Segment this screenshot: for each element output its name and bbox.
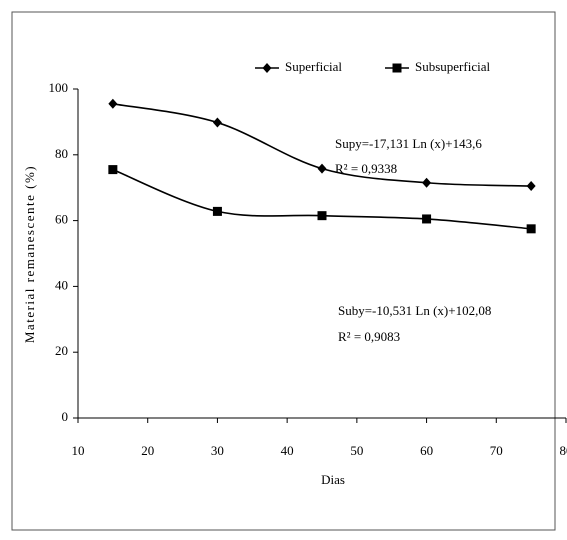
annotation: Supy=-17,131 Ln (x)+143,6 (335, 136, 482, 151)
x-tick-label: 30 (211, 443, 224, 458)
x-tick-label: 80 (560, 443, 567, 458)
marker (526, 181, 536, 192)
x-tick-label: 70 (490, 443, 503, 458)
marker (392, 63, 402, 73)
x-tick-label: 10 (72, 443, 85, 458)
marker (108, 165, 118, 175)
y-tick-label: 100 (49, 80, 69, 95)
y-tick-label: 0 (62, 409, 69, 424)
marker (212, 117, 222, 128)
marker (108, 98, 118, 109)
x-tick-label: 60 (420, 443, 433, 458)
marker (317, 163, 327, 174)
y-tick-label: 80 (55, 146, 68, 161)
y-tick-label: 40 (55, 277, 68, 292)
y-tick-label: 20 (55, 343, 68, 358)
annotation: R² = 0,9083 (338, 329, 400, 344)
annotation: R² = 0,9338 (335, 161, 397, 176)
annotation: Suby=-10,531 Ln (x)+102,08 (338, 303, 491, 318)
legend-label: Subsuperficial (415, 59, 490, 74)
x-tick-label: 50 (350, 443, 363, 458)
x-tick-label: 20 (141, 443, 154, 458)
marker (212, 206, 222, 216)
legend-label: Superficial (285, 59, 342, 74)
marker (262, 63, 272, 73)
marker (422, 177, 432, 188)
marker (422, 214, 432, 224)
x-axis-label: Dias (321, 472, 345, 487)
marker (526, 224, 536, 234)
marker (317, 211, 327, 221)
x-tick-label: 40 (281, 443, 294, 458)
y-tick-label: 60 (55, 212, 68, 227)
chart-border (11, 11, 556, 531)
y-axis-label: Material remanescente (%) (22, 165, 37, 343)
